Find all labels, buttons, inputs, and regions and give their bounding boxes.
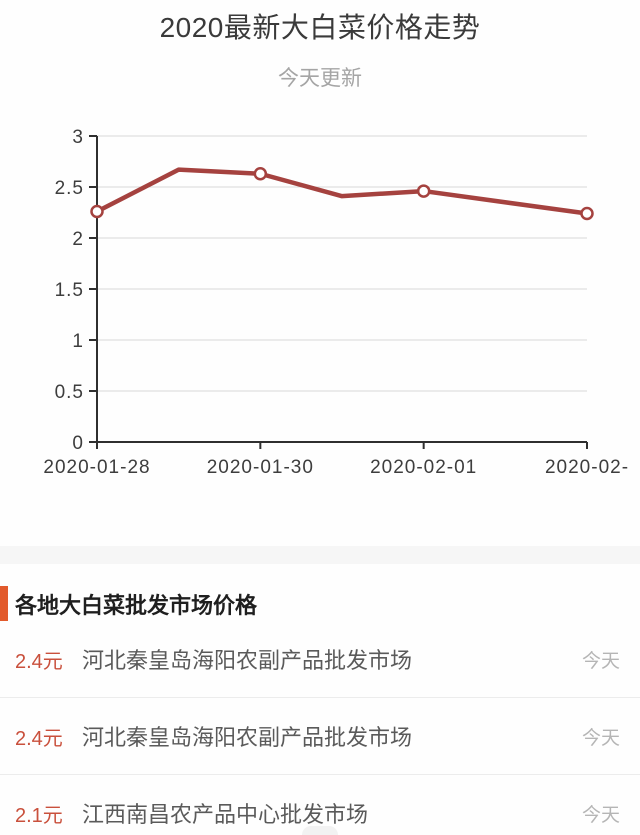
section-title: 各地大白菜批发市场价格 bbox=[15, 592, 258, 618]
wholesale-price-section: 各地大白菜批发市场价格 2.4元 河北秦皇岛海阳农副产品批发市场 今天 2.4元… bbox=[0, 564, 640, 835]
section-header: 各地大白菜批发市场价格 bbox=[0, 586, 640, 621]
price-line bbox=[94, 167, 590, 216]
market-name: 河北秦皇岛海阳农副产品批发市场 bbox=[82, 648, 413, 673]
page-title: 2020最新大白菜价格走势 bbox=[159, 12, 481, 43]
y-tick-label: 3 bbox=[72, 127, 84, 148]
price-value: 2.1元 bbox=[15, 804, 63, 827]
price-list-item[interactable]: 2.4元 河北秦皇岛海阳农副产品批发市场 今天 bbox=[0, 698, 640, 775]
section-divider-band bbox=[0, 546, 640, 564]
y-tick-label: 0.5 bbox=[55, 382, 84, 403]
market-name: 江西南昌农产品中心批发市场 bbox=[82, 802, 369, 827]
price-list: 2.4元 河北秦皇岛海阳农副产品批发市场 今天 2.4元 河北秦皇岛海阳农副产品… bbox=[0, 621, 640, 835]
price-list-item[interactable]: 2.1元 江西南昌农产品中心批发市场 今天 bbox=[0, 775, 640, 835]
price-list-item[interactable]: 2.4元 河北秦皇岛海阳农副产品批发市场 今天 bbox=[0, 621, 640, 698]
update-status-text: 今天更新 bbox=[278, 67, 362, 90]
section-accent-bar bbox=[0, 586, 8, 621]
x-tick-label: 2020-01-28 bbox=[43, 457, 150, 478]
data-point-marker bbox=[253, 166, 268, 181]
y-tick-label: 0 bbox=[72, 433, 84, 454]
update-time-label: 今天 bbox=[581, 804, 620, 826]
data-point-marker bbox=[90, 204, 104, 219]
x-tick-label: 2020-02- bbox=[545, 457, 629, 478]
y-tick-label: 1.5 bbox=[55, 280, 84, 301]
y-tick-label: 1 bbox=[72, 331, 84, 352]
price-value: 2.4元 bbox=[15, 650, 63, 673]
x-tick-label: 2020-01-30 bbox=[207, 457, 314, 478]
y-tick-label: 2.5 bbox=[55, 178, 84, 199]
load-more-handle[interactable] bbox=[302, 826, 338, 835]
price-value: 2.4元 bbox=[15, 727, 63, 750]
update-time-label: 今天 bbox=[581, 727, 620, 749]
data-point-marker bbox=[416, 184, 431, 198]
price-trend-chart: 3 2.5 2 1.5 1 0.5 0 2020-01-28 2020-01-30 2020-02… bbox=[43, 127, 629, 478]
data-point-marker bbox=[580, 206, 594, 221]
update-time-label: 今天 bbox=[581, 650, 620, 672]
x-tick-label: 2020-02-01 bbox=[370, 457, 477, 478]
market-name: 河北秦皇岛海阳农副产品批发市场 bbox=[82, 725, 413, 750]
y-tick-label: 2 bbox=[72, 229, 84, 250]
